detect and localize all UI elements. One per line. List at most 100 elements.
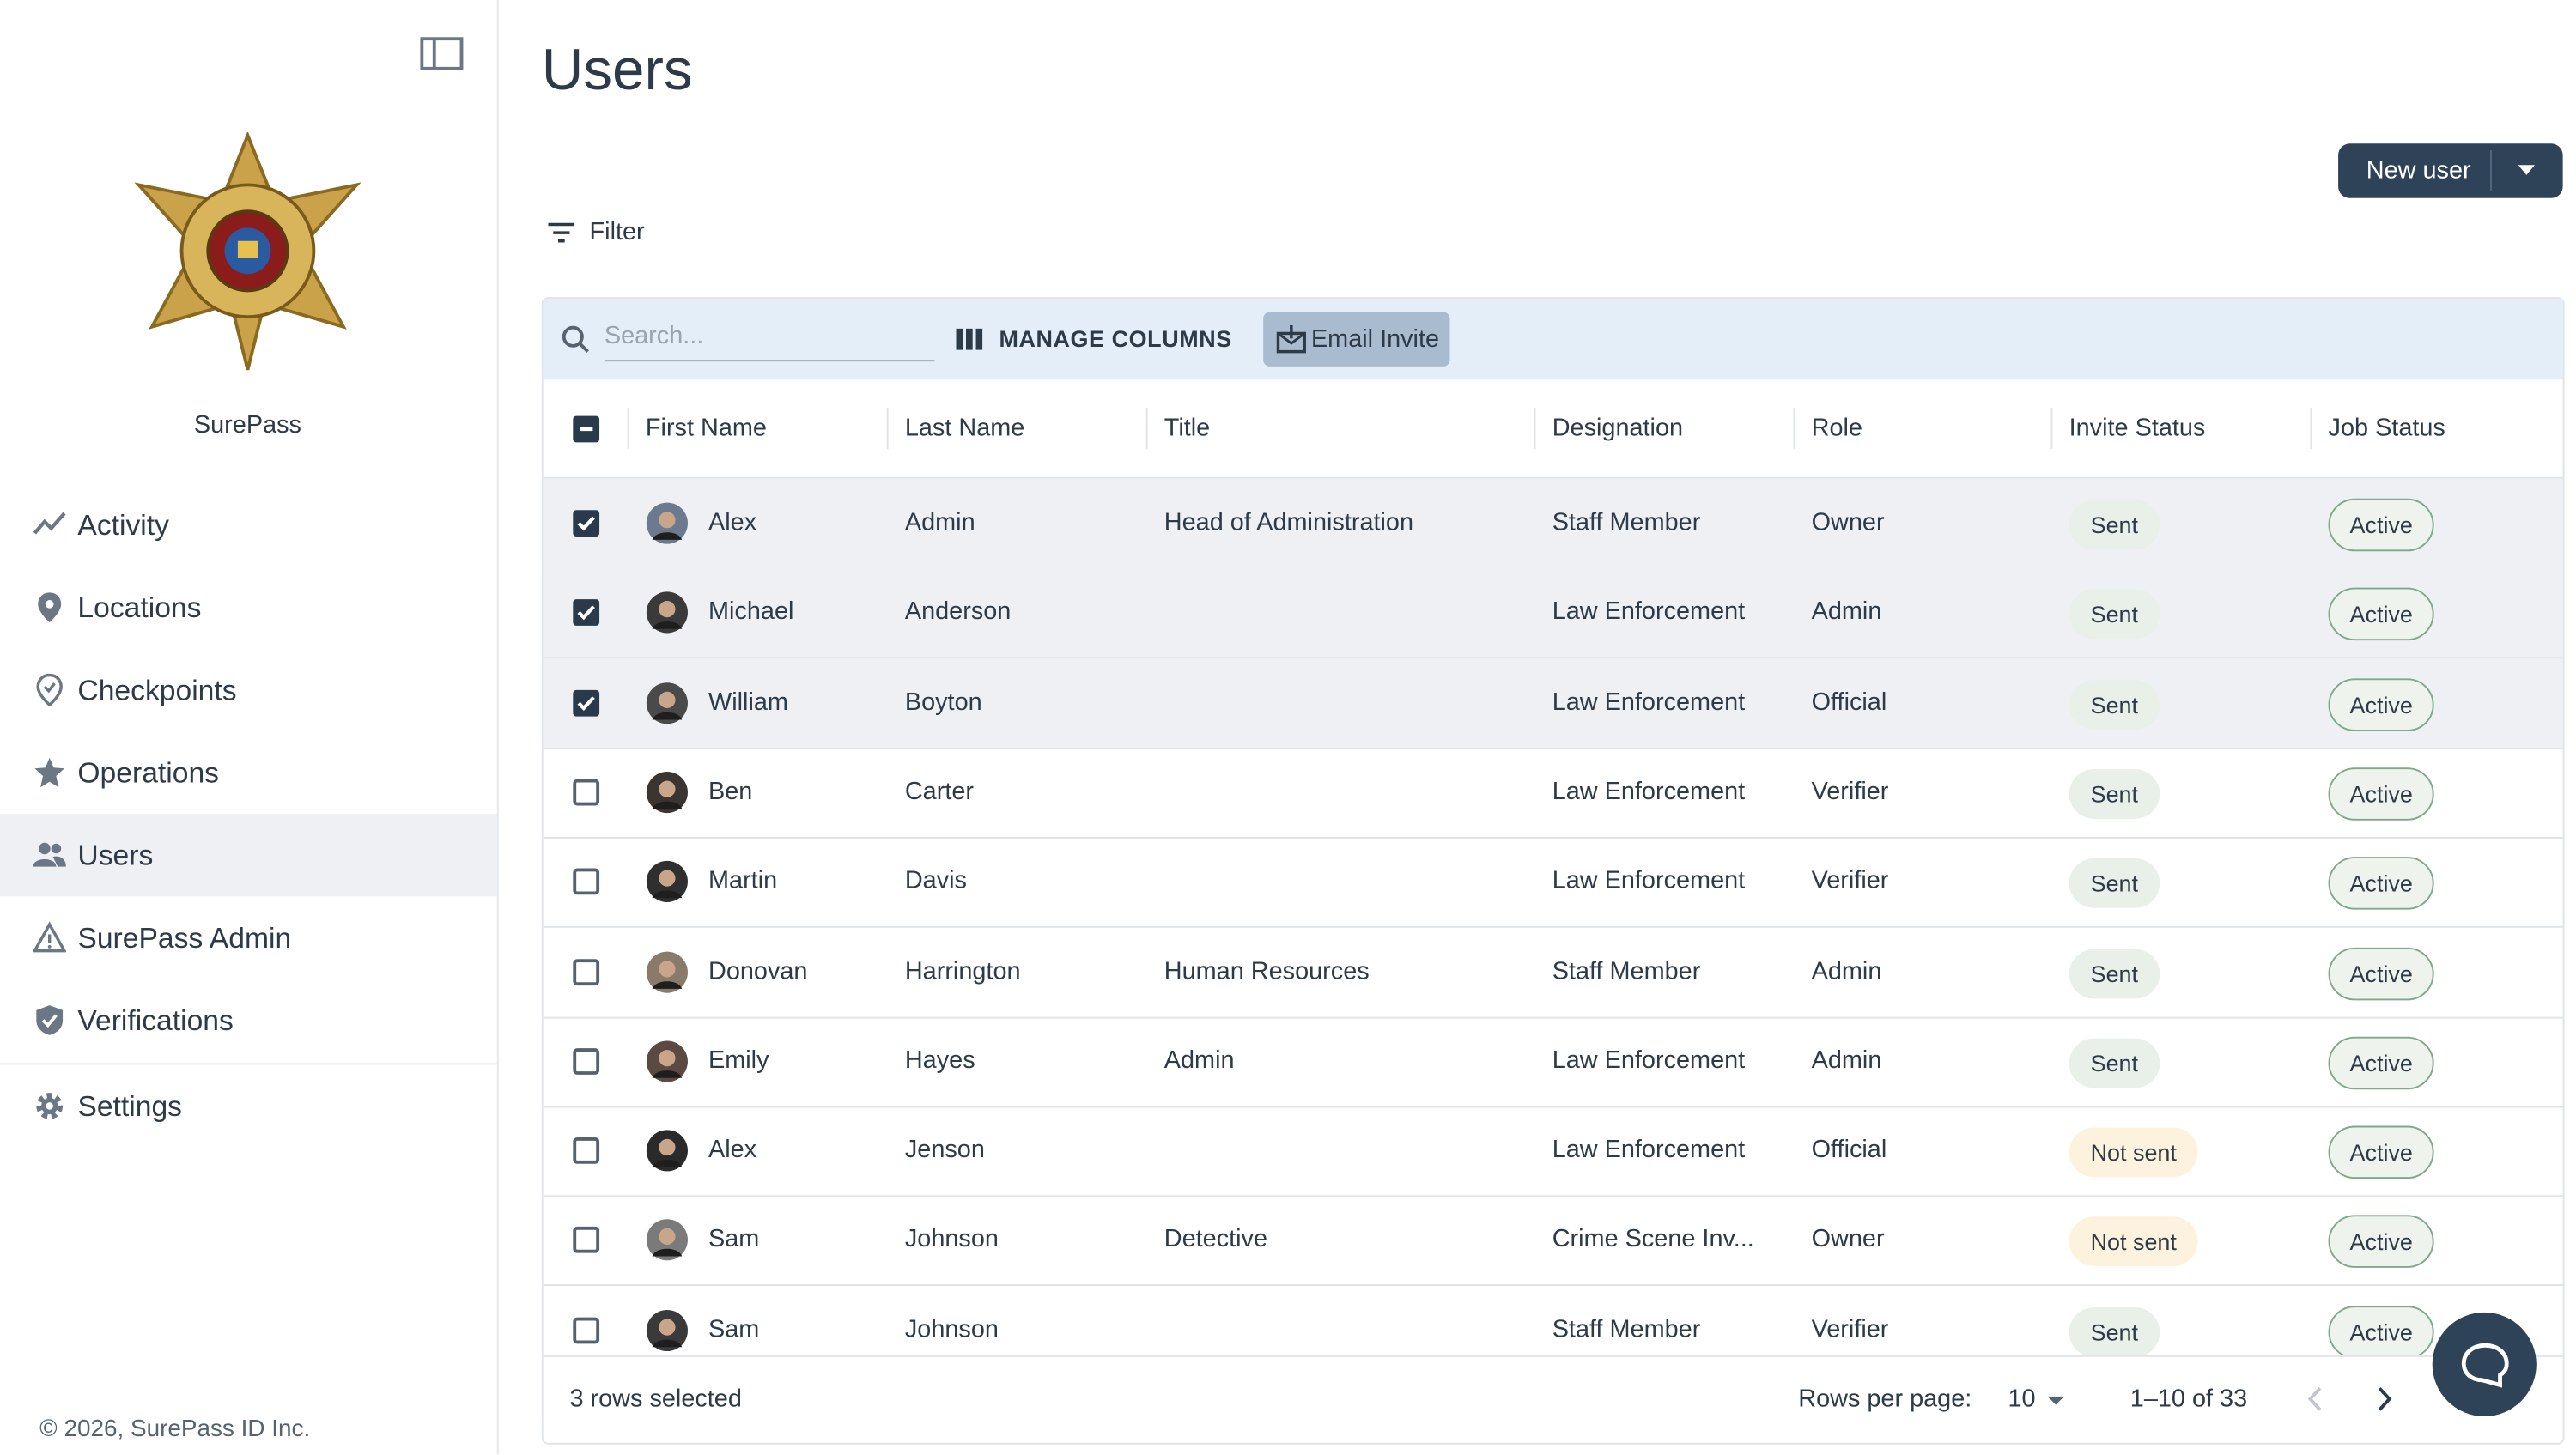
checkbox[interactable] <box>571 598 601 628</box>
nav-icon <box>33 512 66 535</box>
table-row[interactable]: Emily Hayes Admin Law Enforcement Admin Sent A… <box>543 1016 2563 1107</box>
table-row[interactable]: Alex Admin Head of Administration Staff Mem… <box>543 478 2563 570</box>
nav-label: Checkpoints <box>77 673 237 707</box>
avatar <box>646 861 688 903</box>
selection-count: 3 rows selected <box>569 1385 742 1414</box>
avatar <box>646 771 688 813</box>
checkbox[interactable] <box>571 1315 601 1345</box>
checkbox[interactable] <box>571 1046 601 1076</box>
column-header[interactable]: Last Name <box>904 414 1025 443</box>
chip-label: Sent <box>2090 870 2139 897</box>
column-header[interactable]: First Name <box>645 414 767 443</box>
chip-label: Active <box>2349 960 2413 987</box>
chip-label: Active <box>2349 1139 2413 1166</box>
manage-columns-button[interactable]: MANAGE COLUMNS <box>999 324 1232 352</box>
sidebar: SurePass Activity Locations Checkpoints Ope… <box>0 0 499 1455</box>
cell-text: William <box>708 688 788 716</box>
checkbox[interactable] <box>571 1136 601 1166</box>
table-row[interactable]: Donovan Harrington Human Resources Staff Me… <box>543 927 2563 1018</box>
split <box>2490 150 2492 192</box>
table-row[interactable]: Ben Carter Law Enforcement Verifier Sent Acti… <box>543 748 2563 839</box>
job-status-chip: Active <box>2328 767 2434 821</box>
table-body: Alex Admin Head of Administration Staff Mem… <box>543 299 2563 1355</box>
prev-page[interactable] <box>2307 1386 2324 1411</box>
email-invite-button[interactable]: Email Invite <box>1263 312 1450 367</box>
column-separator <box>2050 408 2053 450</box>
cell-text: Verifier <box>1811 866 1889 895</box>
column-separator <box>1534 408 1536 450</box>
nav-item[interactable]: SurePass Admin <box>0 896 497 979</box>
checkbox[interactable] <box>571 956 601 986</box>
job-status-chip: Active <box>2328 1036 2434 1089</box>
nav-item[interactable]: Settings <box>0 1064 497 1147</box>
column-header[interactable]: Job Status <box>2328 414 2445 443</box>
chip-label: Not sent <box>2090 1139 2177 1166</box>
checkbox[interactable] <box>571 867 601 897</box>
job-status-chip: Active <box>2328 498 2434 552</box>
cell-text: Harrington <box>904 956 1021 985</box>
cell-text: Emily <box>708 1046 769 1075</box>
job-status-chip: Active <box>2328 1125 2434 1179</box>
cell-text: Crime Scene Inv... <box>1552 1225 1754 1254</box>
toolbar: Search... MANAGE COLUMNS Email Invite <box>543 299 2563 380</box>
new-user-group: New user <box>2338 143 2563 198</box>
nav-item[interactable]: Users <box>0 814 497 897</box>
column-header[interactable]: Invite Status <box>2069 414 2206 443</box>
nav-item[interactable]: Verifications <box>0 979 497 1061</box>
new-user-button[interactable]: New user <box>2366 156 2471 185</box>
cell-text: Martin <box>708 866 778 895</box>
chip-label: Active <box>2349 870 2413 897</box>
cell-text: Owner <box>1811 1225 1885 1254</box>
cell-text: Law Enforcement <box>1552 866 1746 895</box>
column-separator <box>627 408 629 450</box>
filter-button[interactable]: Filter <box>589 217 645 246</box>
nav-icon <box>38 592 62 623</box>
rows-per-page-select[interactable]: 10 <box>2008 1385 2036 1414</box>
nav-label: Settings <box>77 1089 182 1123</box>
column-header[interactable]: Designation <box>1552 414 1684 443</box>
nav-item[interactable]: Locations <box>0 567 497 649</box>
table-row[interactable]: Alex Jenson Law Enforcement Official Not sen… <box>543 1106 2563 1197</box>
search-input[interactable]: Search... <box>604 320 935 362</box>
chat-icon <box>2461 1343 2509 1388</box>
cell-text: Carter <box>904 777 975 806</box>
checkbox[interactable] <box>571 778 601 808</box>
cell-text: Verifier <box>1811 777 1889 806</box>
cell-text: Sam <box>708 1225 760 1254</box>
job-status-chip: Active <box>2328 588 2434 641</box>
table-row[interactable]: Michael Anderson Law Enforcement Admin Sent A… <box>543 568 2563 659</box>
invite-status-chip: Sent <box>2069 858 2160 909</box>
avatar <box>646 1219 688 1262</box>
nav-item[interactable]: Checkpoints <box>0 649 497 731</box>
dropdown-button[interactable] <box>2517 163 2537 176</box>
column-header[interactable]: Role <box>1811 414 1862 443</box>
table-row[interactable]: Martin Davis Law Enforcement Verifier Sent Ac… <box>543 837 2563 929</box>
invite-status-chip: Sent <box>2069 590 2160 640</box>
table-row[interactable]: Sam Johnson Detective Crime Scene Inv... Own… <box>543 1196 2563 1287</box>
nav-item[interactable]: Operations <box>0 731 497 814</box>
table-row[interactable]: Sam Johnson Staff Member Verifier Sent Active <box>544 1285 2563 1355</box>
help-chat-button[interactable] <box>2432 1312 2537 1417</box>
checkbox[interactable] <box>571 1226 601 1256</box>
chip-label: Active <box>2349 1049 2413 1076</box>
column-header[interactable]: Title <box>1163 414 1211 443</box>
checkbox[interactable] <box>571 415 601 445</box>
nav-icon <box>34 757 65 788</box>
checkbox[interactable] <box>571 688 601 718</box>
table-row[interactable]: William Boyton Law Enforcement Official Sent… <box>543 658 2563 749</box>
nav-label: Locations <box>77 591 202 624</box>
cell-text: Staff Member <box>1552 956 1701 985</box>
cell-text: Admin <box>1811 956 1882 985</box>
cell-text: Human Resources <box>1163 956 1370 985</box>
nav-item[interactable]: Activity <box>0 483 497 566</box>
avatar <box>646 1309 688 1351</box>
invite-status-chip: Not sent <box>2069 1127 2198 1178</box>
chip-label: Not sent <box>2090 1228 2177 1256</box>
collapse-button[interactable] <box>419 36 464 72</box>
brand: SurePass <box>193 410 301 440</box>
next-page[interactable] <box>2376 1386 2392 1411</box>
nav-icon <box>36 1005 64 1035</box>
email-icon <box>1276 324 1306 354</box>
invite-status-chip: Sent <box>2069 1038 2160 1088</box>
checkbox[interactable] <box>571 508 601 538</box>
